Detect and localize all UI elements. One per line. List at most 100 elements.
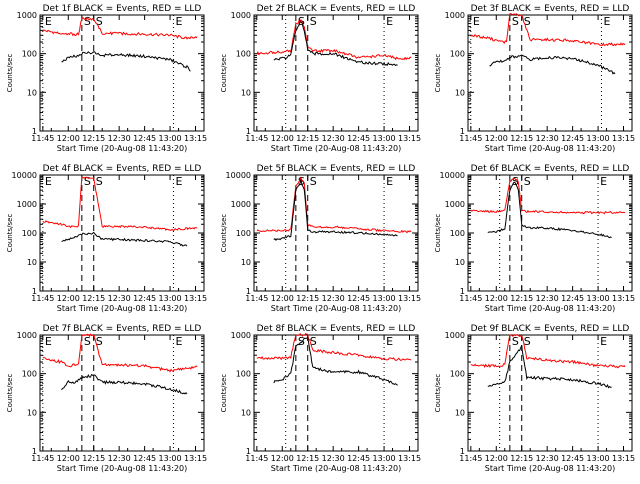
x-tick-label: 12:45 <box>561 454 584 463</box>
x-axis-label: Start Time (20-Aug-08 11:43:20) <box>271 144 402 153</box>
x-tick-label: 12:45 <box>347 134 370 143</box>
y-tick-label: 10000 <box>226 171 251 180</box>
x-tick-label: 11:45 <box>245 134 268 143</box>
x-tick-label: 12:30 <box>536 294 559 303</box>
x-tick-label: 11:45 <box>245 454 268 463</box>
interval-marker-label: S <box>84 175 91 188</box>
chart-title: Det 6f BLACK = Events, RED = LLD <box>471 164 630 174</box>
x-tick-label: 12:30 <box>108 294 131 303</box>
x-tick-label: 13:00 <box>159 294 182 303</box>
plot-frame <box>39 14 205 132</box>
y-tick-label: 1000 <box>231 11 251 20</box>
interval-marker-label: S <box>512 335 519 348</box>
interval-marker-label: E <box>45 335 52 348</box>
interval-marker-label: E <box>386 15 393 28</box>
lld-series-line <box>470 333 626 369</box>
x-tick-label: 12:15 <box>296 294 319 303</box>
detector-panel: Det 2f BLACK = Events, RED = LLD 1 10 100 10… <box>220 4 421 153</box>
x-tick-label: 12:15 <box>510 294 533 303</box>
events-series-line <box>273 178 398 242</box>
chart-title: Det 7f BLACK = Events, RED = LLD <box>43 324 202 334</box>
y-tick-label: 1 <box>246 447 251 456</box>
x-tick-label: 12:15 <box>296 134 319 143</box>
plot-frame <box>39 334 205 452</box>
events-series-line <box>61 231 188 247</box>
y-tick-label: 100 <box>236 229 251 238</box>
y-tick-label: 1 <box>460 127 465 136</box>
x-tick-label: 12:15 <box>82 134 105 143</box>
chart-title: Det 8f BLACK = Events, RED = LLD <box>257 324 416 334</box>
x-tick-label: 12:15 <box>82 294 105 303</box>
plot-frame <box>467 14 633 132</box>
y-tick-label: 10 <box>241 408 251 417</box>
detector-panel: Det 3f BLACK = Events, RED = LLD 1 10 100 10… <box>434 4 635 153</box>
events-series-line <box>489 54 616 75</box>
x-tick-label: 13:15 <box>398 294 421 303</box>
x-tick-label: 12:45 <box>347 454 370 463</box>
chart-title: Det 2f BLACK = Events, RED = LLD <box>257 4 416 14</box>
x-tick-label: 12:45 <box>561 134 584 143</box>
y-tick-label: 1 <box>32 127 37 136</box>
x-tick-label: 12:15 <box>510 134 533 143</box>
interval-marker-label: E <box>45 175 52 188</box>
events-series-line <box>61 373 188 395</box>
y-tick-label: 1 <box>246 127 251 136</box>
y-tick-label: 10 <box>455 408 465 417</box>
interval-marker-label: S <box>96 175 103 188</box>
x-tick-label: 13:00 <box>587 454 610 463</box>
y-tick-label: 10000 <box>12 171 37 180</box>
lld-series-line <box>42 16 198 40</box>
x-tick-label: 13:15 <box>184 294 207 303</box>
x-tick-label: 12:30 <box>536 134 559 143</box>
lld-series-line <box>256 176 412 234</box>
y-tick-label: 1 <box>460 447 465 456</box>
x-tick-label: 12:30 <box>322 134 345 143</box>
x-tick-label: 11:45 <box>31 454 54 463</box>
interval-marker-label: E <box>175 15 182 28</box>
lld-series-line <box>256 333 412 361</box>
y-tick-label: 100 <box>450 50 465 59</box>
x-tick-label: 12:45 <box>133 134 156 143</box>
y-tick-label: 10000 <box>440 171 465 180</box>
y-tick-label: 10 <box>455 258 465 267</box>
detector-panel: Det 6f BLACK = Events, RED = LLD 1 10 100 10… <box>434 164 635 313</box>
interval-marker-label: S <box>310 15 317 28</box>
interval-marker-label: E <box>600 335 607 348</box>
y-tick-label: 1000 <box>231 200 251 209</box>
x-tick-label: 12:45 <box>561 294 584 303</box>
x-tick-label: 13:00 <box>587 294 610 303</box>
x-tick-label: 12:45 <box>347 294 370 303</box>
y-axis-label: Counts/sec <box>6 374 14 413</box>
x-tick-label: 12:00 <box>485 294 508 303</box>
interval-marker-label: S <box>524 175 531 188</box>
chart-title: Det 3f BLACK = Events, RED = LLD <box>471 4 630 14</box>
x-tick-label: 13:15 <box>612 294 635 303</box>
y-tick-label: 10 <box>27 408 37 417</box>
interval-marker-label: E <box>175 175 182 188</box>
interval-marker-label: E <box>386 175 393 188</box>
chart-title: Det 5f BLACK = Events, RED = LLD <box>257 164 416 174</box>
interval-marker-label: S <box>96 335 103 348</box>
x-tick-label: 12:15 <box>82 454 105 463</box>
y-axis-label: Counts/sec <box>6 54 14 93</box>
events-series-line <box>487 181 612 239</box>
y-axis-label: Counts/sec <box>434 214 442 253</box>
y-tick-label: 100 <box>236 370 251 379</box>
interval-marker-label: E <box>473 15 480 28</box>
y-tick-label: 100 <box>22 50 37 59</box>
y-tick-label: 10 <box>27 258 37 267</box>
plot-frame <box>253 174 419 292</box>
y-tick-label: 1 <box>460 287 465 296</box>
x-tick-label: 12:15 <box>296 454 319 463</box>
detector-panel: Det 8f BLACK = Events, RED = LLD 1 10 100 10… <box>220 324 421 473</box>
y-tick-label: 1000 <box>17 200 37 209</box>
chart-title: Det 4f BLACK = Events, RED = LLD <box>43 164 202 174</box>
interval-marker-label: E <box>600 175 607 188</box>
x-tick-label: 13:15 <box>612 134 635 143</box>
x-axis-label: Start Time (20-Aug-08 11:43:20) <box>57 304 188 313</box>
y-axis-label: Counts/sec <box>434 54 442 93</box>
x-tick-label: 12:45 <box>133 454 156 463</box>
x-tick-label: 12:00 <box>57 454 80 463</box>
x-tick-label: 13:00 <box>373 134 396 143</box>
